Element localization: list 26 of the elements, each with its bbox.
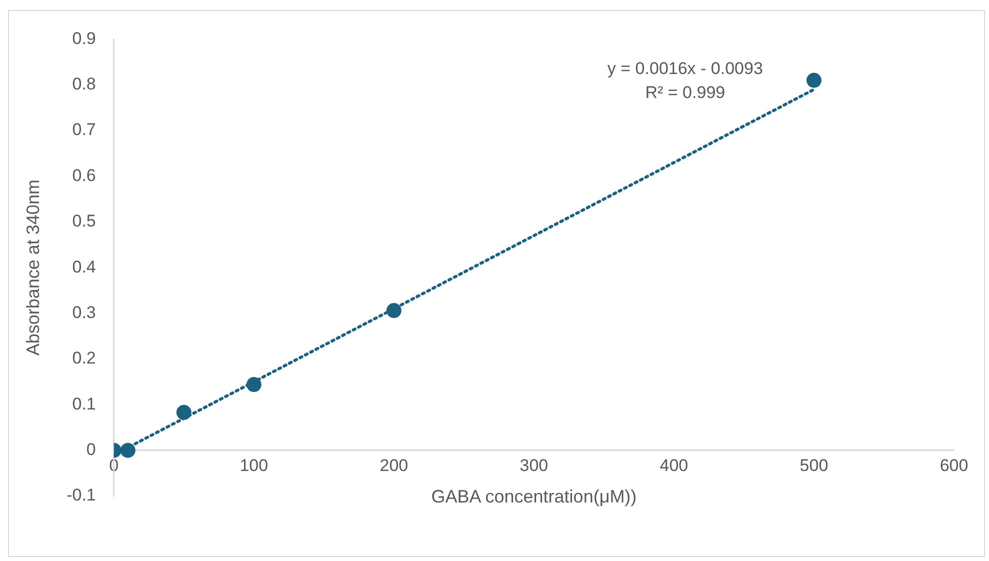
y-tick-label: 0.4 — [72, 257, 96, 276]
y-axis-title: Absorbance at 340nm — [22, 180, 43, 356]
x-tick-label: 500 — [800, 456, 828, 476]
y-tick-label: 0.9 — [72, 28, 96, 48]
y-tick-label: 0 — [86, 440, 96, 460]
y-tick-label: 0.2 — [72, 348, 96, 368]
point — [246, 377, 262, 392]
point — [806, 72, 822, 88]
y-tick-label: -0.1 — [66, 486, 96, 505]
y-tick-label: 0.1 — [72, 394, 96, 414]
y-tick-label: 0.3 — [72, 302, 96, 322]
annotation: y = 0.0016x - 0.0093 — [607, 58, 763, 78]
x-axis-title: GABA concentration(μM)) — [431, 486, 637, 506]
x-tick-label: 300 — [520, 456, 548, 476]
point — [120, 442, 136, 458]
x-tick-label: 200 — [380, 456, 408, 476]
x-tick-label: 400 — [660, 456, 688, 476]
y-tick-label: 0.5 — [72, 212, 96, 231]
y-tick-label: 0.7 — [72, 120, 96, 140]
point — [176, 404, 192, 420]
point — [386, 303, 402, 318]
y-tick-label: 0.6 — [72, 166, 96, 185]
y-tick-label: 0.8 — [72, 74, 96, 94]
x-tick-label: 600 — [940, 456, 968, 476]
x-tick-label: 100 — [240, 456, 268, 476]
annotation: R² = 0.999 — [645, 82, 726, 102]
